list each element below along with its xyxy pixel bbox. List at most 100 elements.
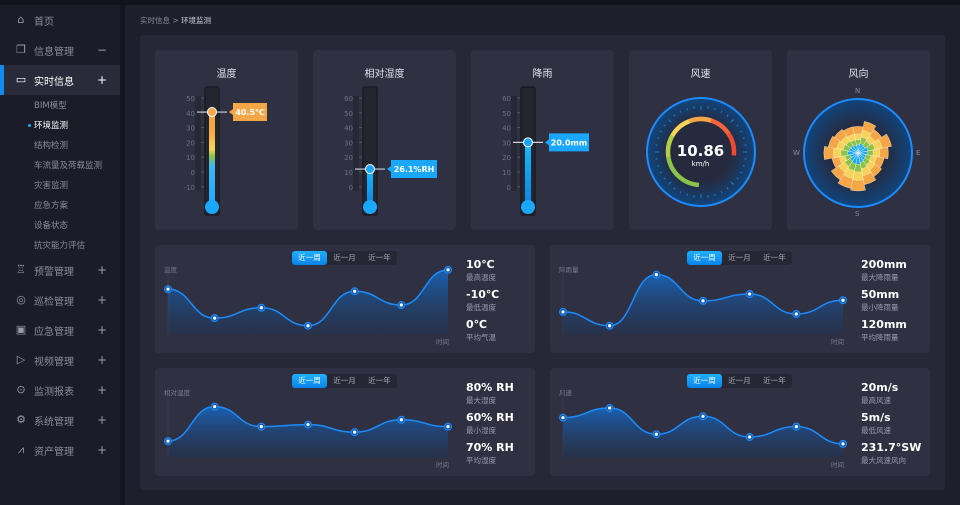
gauge-arc-segment — [726, 132, 737, 156]
tick-label: 30 — [344, 139, 353, 147]
value-tooltip — [387, 160, 437, 179]
tab-period-2[interactable]: 近一年 — [368, 376, 391, 385]
stat-item: 0℃ 平均气温 — [466, 318, 496, 343]
gauge-arc-segment — [666, 156, 681, 179]
stat-item: 20m/s 最高风速 — [861, 381, 898, 406]
expand-toggle-icon[interactable]: + — [97, 383, 108, 397]
tab-period-0[interactable]: 近一周 — [687, 374, 722, 388]
sidebar-item-label: 巡检管理 — [34, 296, 74, 308]
value-marker — [523, 137, 533, 148]
expand-toggle-icon[interactable]: + — [97, 323, 108, 337]
trend-chart-card: 近一周 近一月 近一年 风速 时间 20m/s 最高风速 5m/s 最低风速 231.7°SW 最大… — [550, 368, 930, 476]
expand-toggle-icon[interactable]: + — [97, 263, 108, 277]
sidebar-subitem[interactable]: 应急方案 — [34, 201, 69, 211]
stat-label: 最大降雨量 — [861, 273, 899, 282]
tab-period-1[interactable]: 近一月 — [728, 253, 751, 262]
trend-chart-card: 近一周 近一月 近一年 温度 时间 10℃ 最高温度 -10℃ 最低温度 0℃ 平均气温 — [155, 245, 535, 353]
sidebar-item-2[interactable]: ▭ 实时信息 + — [0, 65, 120, 95]
sidebar-item-1[interactable]: ❐ 信息管理 − — [0, 35, 120, 65]
stat-item: 80% RH 最大湿度 — [466, 381, 514, 406]
stat-value: 20m/s — [861, 381, 899, 394]
tick-label: 50 — [186, 95, 195, 103]
stat-item: 231.7°SW 最大风速风向 — [861, 441, 921, 466]
breadcrumb-parent[interactable]: 实时信息 — [140, 16, 170, 25]
expand-toggle-icon[interactable]: + — [97, 413, 108, 427]
sidebar-item-5[interactable]: ▣ 应急管理 + — [0, 315, 120, 345]
rose-sector — [853, 144, 859, 154]
settings-icon: ⚙ — [16, 413, 26, 426]
area-chart — [164, 388, 452, 457]
sidebar-subitem[interactable]: 车流量及荷载监测 — [34, 161, 103, 171]
copy-icon: ❐ — [16, 43, 26, 56]
tab-period-0[interactable]: 近一周 — [292, 374, 327, 388]
temperature-thermometer: 50 40 30 20 10 0 -10 40.5℃ — [184, 86, 267, 216]
expand-toggle-icon[interactable]: + — [97, 353, 108, 367]
area-fill — [168, 406, 448, 457]
sidebar-item-8[interactable]: ⚙ 系统管理 + — [0, 405, 120, 435]
stat-label: 平均降雨量 — [861, 333, 899, 342]
value-label: 26.1%RH — [394, 165, 435, 174]
tick-label: 60 — [502, 95, 511, 103]
tick-label: 60 — [344, 95, 353, 103]
rain-card: 降雨 60 50 40 30 20 10 0 20.0mm — [471, 50, 614, 230]
expand-toggle-icon[interactable]: + — [97, 293, 108, 307]
sidebar-subitem[interactable]: 设备状态 — [34, 221, 69, 231]
tab-period-1[interactable]: 近一月 — [333, 376, 356, 385]
stat-item: 5m/s 最低风速 — [861, 411, 891, 436]
stat-value: 70% RH — [466, 441, 514, 454]
tick-label: 0 — [349, 184, 353, 192]
gauge-arc-segment — [665, 134, 675, 158]
stat-value: -10℃ — [466, 288, 500, 301]
sidebar-subitem[interactable]: BIM模型 — [34, 101, 67, 111]
value-label: 40.5℃ — [235, 108, 265, 117]
value-tooltip — [229, 103, 267, 122]
expand-toggle-icon[interactable]: + — [97, 443, 108, 457]
sidebar-item-3[interactable]: ♖ 预警管理 + — [0, 255, 120, 285]
sidebar-item-0[interactable]: ⌂ 首页 — [0, 5, 120, 35]
stat-label: 最大风速风向 — [861, 456, 906, 465]
expand-toggle-icon[interactable]: − — [97, 43, 108, 57]
sidebar-subitem[interactable]: 环境监测 — [27, 121, 69, 131]
value-marker — [207, 107, 217, 118]
area-chart — [559, 265, 847, 334]
tab-period-2[interactable]: 近一年 — [368, 253, 391, 262]
video-icon: ▷ — [16, 353, 26, 366]
tab-period-0[interactable]: 近一周 — [292, 251, 327, 265]
tab-period-2[interactable]: 近一年 — [763, 253, 786, 262]
stat-item: 120mm 平均降雨量 — [861, 318, 907, 343]
sidebar-subitem[interactable]: 灾害监测 — [34, 181, 69, 191]
tick-label: 40 — [344, 125, 353, 133]
breadcrumb-current: 环境监测 — [181, 16, 212, 25]
stat-label: 最大湿度 — [466, 396, 496, 405]
sidebar-item-label: 预警管理 — [34, 266, 74, 278]
sidebar-item-6[interactable]: ▷ 视频管理 + — [0, 345, 120, 375]
card-title: 降雨 — [532, 69, 553, 80]
tick-label: 10 — [502, 169, 511, 177]
tab-period-1[interactable]: 近一月 — [333, 253, 356, 262]
tick-label: 50 — [502, 110, 511, 118]
period-tabs: 近一周 近一月 近一年 — [292, 251, 397, 265]
thermometer-bulb — [521, 200, 535, 214]
stat-value: 80% RH — [466, 381, 514, 394]
tab-period-0[interactable]: 近一周 — [687, 251, 722, 265]
tab-period-2[interactable]: 近一年 — [763, 376, 786, 385]
expand-toggle-icon[interactable]: + — [97, 73, 108, 87]
sidebar-item-label: 应急管理 — [34, 326, 74, 338]
stat-label: 最低温度 — [466, 303, 496, 312]
wind-speed-gauge — [646, 97, 756, 207]
x-axis-label: 时间 — [831, 338, 844, 346]
stat-label: 平均气温 — [466, 333, 496, 342]
tab-period-1[interactable]: 近一月 — [728, 376, 751, 385]
tick-label: 20 — [502, 154, 511, 162]
compass-s: S — [855, 210, 860, 218]
sidebar-item-4[interactable]: ◎ 巡检管理 + — [0, 285, 120, 315]
stat-item: -10℃ 最低温度 — [466, 288, 499, 313]
sidebar-item-9[interactable]: ⩘ 资产管理 + — [0, 435, 120, 465]
sidebar-subitem[interactable]: 抗灾能力评估 — [34, 241, 86, 251]
sidebar-item-label: 首页 — [34, 16, 54, 28]
stat-label: 最小降雨量 — [861, 303, 899, 312]
thermometer-tube — [362, 86, 378, 216]
sidebar-item-7[interactable]: ⊙ 监测报表 + — [0, 375, 120, 405]
location-icon: ◎ — [16, 293, 26, 306]
sidebar-subitem[interactable]: 结构检测 — [34, 141, 69, 151]
